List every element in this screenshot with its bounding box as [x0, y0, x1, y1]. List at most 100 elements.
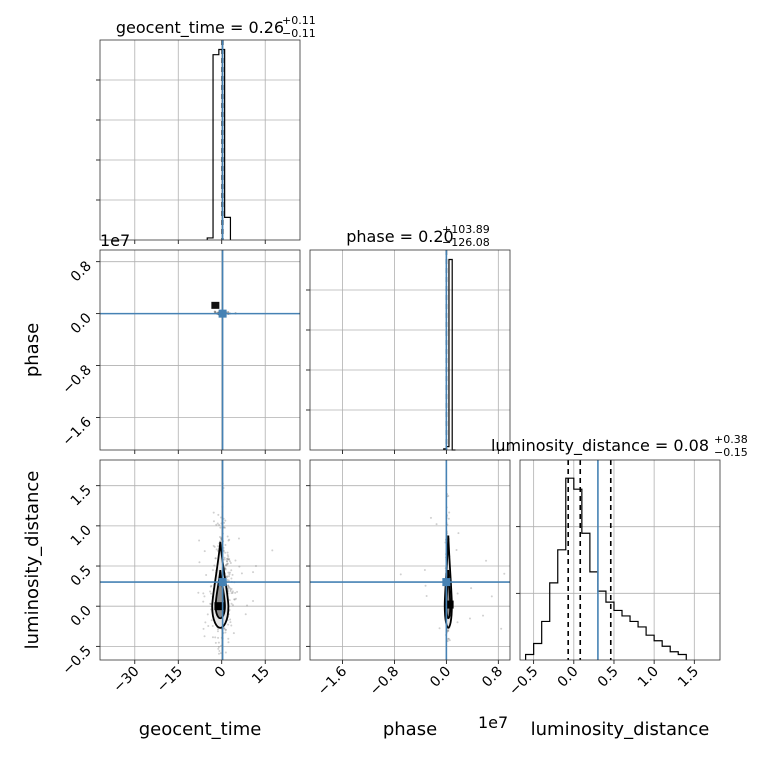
scatter-point [482, 614, 485, 617]
scatter-point [228, 558, 231, 561]
scatter-point [227, 539, 230, 542]
scatter-point [224, 519, 227, 522]
scatter-point [227, 579, 230, 582]
scatter-point [231, 590, 234, 593]
scatter-point [447, 495, 450, 498]
scatter-point [217, 513, 220, 516]
scatter-point [226, 563, 229, 566]
scatter-point [228, 587, 231, 590]
scatter-point [429, 516, 432, 519]
scatter-point [238, 565, 241, 568]
scatter-point [226, 535, 229, 538]
scatter-point [220, 537, 223, 540]
title-phase-upper: +103.89 [442, 223, 490, 236]
scatter-point [206, 613, 209, 616]
scatter-point [227, 623, 230, 626]
scatter-point [230, 602, 233, 605]
scatter-point [230, 587, 233, 590]
panel-luminosity-distance-vs-geocent-time [96, 459, 301, 664]
scatter-point [503, 572, 506, 575]
scatter-point [210, 584, 213, 587]
scatter-point [230, 577, 233, 580]
scatter-point [485, 559, 488, 562]
scatter-point [227, 585, 230, 588]
scatter-point [215, 523, 218, 526]
scatter-point [213, 545, 216, 548]
scatter-point [229, 590, 232, 593]
ylabel-luminosity-distance: luminosity_distance [22, 471, 43, 650]
scatter-point [229, 621, 232, 624]
title-phase: phase = 0.20 [346, 227, 453, 246]
scatter-point [226, 560, 229, 563]
scatter-point [447, 637, 450, 640]
scatter-point [198, 561, 201, 564]
scatter-point [455, 549, 458, 552]
title-geocent-time: geocent_time = 0.26 [116, 18, 284, 38]
density-peak [214, 602, 225, 611]
scatter-point [237, 537, 240, 540]
scatter-point [234, 597, 237, 600]
scatter-point [224, 631, 227, 634]
scatter-point [224, 567, 227, 570]
scatter-point [211, 636, 214, 639]
scatter-point [223, 526, 226, 529]
scatter-point [209, 585, 212, 588]
scatter-point [204, 621, 207, 624]
scatter-point [202, 592, 205, 595]
panel-frame [519, 459, 721, 661]
scatter-point [228, 538, 231, 541]
offset-text-phase-x: 1e7 [478, 713, 508, 732]
title-phase-lower: −126.08 [442, 236, 490, 249]
scatter-point [224, 628, 227, 631]
scatter-point [226, 575, 229, 578]
truth-marker [442, 578, 451, 587]
scatter-point [228, 560, 231, 563]
panel-phase-hist [306, 249, 511, 454]
scatter-point [227, 641, 230, 644]
scatter-point [227, 586, 230, 589]
scatter-point [217, 652, 220, 655]
scatter-point [227, 584, 230, 587]
scatter-point [213, 564, 216, 567]
scatter-point [457, 532, 460, 535]
hist-phase [443, 258, 456, 451]
scatter-point [198, 539, 201, 542]
xlabel-phase: phase [383, 719, 437, 740]
panel-frame [99, 249, 301, 451]
scatter-point [224, 563, 227, 566]
scatter-point [225, 564, 228, 567]
scatter-point [254, 565, 257, 568]
scatter-point [203, 635, 206, 638]
scatter-point [225, 576, 228, 579]
ylabel-phase: phase [22, 323, 43, 377]
panel-luminosity-distance-hist [516, 459, 721, 664]
scatter-point [456, 621, 459, 624]
scatter-point [236, 590, 239, 593]
scatter-point [209, 602, 212, 605]
scatter-point [231, 604, 234, 607]
scatter-point [225, 575, 228, 578]
scatter-point [230, 624, 233, 627]
panel-frame [99, 39, 301, 241]
scatter-point [233, 598, 236, 601]
scatter-point [220, 644, 223, 647]
scatter-point [224, 568, 227, 571]
truth-marker [218, 309, 227, 318]
scatter-point [252, 599, 255, 602]
scatter-point [214, 557, 217, 560]
scatter-point [228, 599, 231, 602]
scatter-point [227, 558, 230, 561]
scatter-point [223, 521, 226, 524]
scatter-point [218, 650, 221, 653]
panel-frame [99, 459, 301, 661]
scatter-point [468, 617, 471, 620]
scatter-point [217, 646, 220, 649]
truth-marker [218, 578, 227, 587]
scatter-point [217, 641, 220, 644]
scatter-point [446, 639, 449, 642]
scatter-point [207, 625, 210, 628]
xlabel-luminosity-distance: luminosity_distance [531, 719, 710, 740]
scatter-point [231, 591, 234, 594]
scatter-point [244, 613, 247, 616]
